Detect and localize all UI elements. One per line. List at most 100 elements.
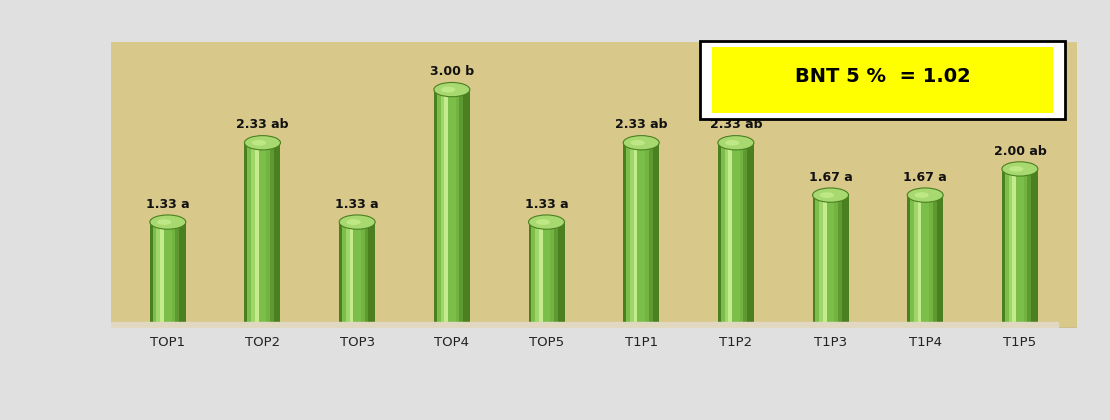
Text: 1.33 a: 1.33 a [525, 198, 568, 211]
Bar [353, 222, 357, 328]
Ellipse shape [820, 192, 834, 198]
Bar [251, 143, 255, 328]
Text: 2.33 ab: 2.33 ab [236, 118, 289, 131]
Bar [736, 143, 739, 328]
Text: 1.33 a: 1.33 a [335, 198, 379, 211]
Bar [653, 143, 656, 328]
Ellipse shape [252, 140, 266, 146]
Bar [244, 143, 248, 328]
Bar [558, 222, 562, 328]
Bar [340, 222, 342, 328]
Bar [111, 322, 1058, 339]
Bar [532, 222, 535, 328]
Bar [1031, 169, 1036, 328]
Bar [168, 222, 172, 328]
Ellipse shape [623, 136, 659, 150]
Bar [1012, 169, 1017, 328]
Ellipse shape [813, 188, 848, 202]
Bar [929, 195, 932, 328]
Bar [278, 143, 281, 328]
Text: 1.67 a: 1.67 a [904, 171, 947, 184]
Bar [623, 143, 626, 328]
Bar [744, 143, 747, 328]
Bar [444, 89, 448, 328]
Ellipse shape [441, 87, 455, 92]
Bar [642, 143, 645, 328]
Bar [463, 89, 467, 328]
Bar [172, 222, 175, 328]
Bar [1023, 169, 1028, 328]
Bar [907, 195, 910, 328]
Bar [718, 143, 720, 328]
Bar [1002, 169, 1005, 328]
Bar [153, 222, 157, 328]
Bar [434, 89, 436, 328]
Bar [1005, 169, 1009, 328]
Ellipse shape [157, 219, 171, 225]
Ellipse shape [528, 215, 565, 229]
Bar [751, 143, 754, 328]
Bar [914, 195, 918, 328]
Bar [739, 143, 744, 328]
Bar [262, 143, 266, 328]
Bar [346, 222, 350, 328]
Text: 1.67 a: 1.67 a [809, 171, 852, 184]
Bar [369, 222, 372, 328]
Bar [441, 89, 444, 328]
Bar [546, 222, 551, 328]
Bar [1016, 169, 1020, 328]
Bar [175, 222, 179, 328]
Bar [1009, 169, 1012, 328]
Bar [255, 143, 259, 328]
Bar [1028, 169, 1031, 328]
Bar [645, 143, 649, 328]
Text: BNT 5 %  = 1.02: BNT 5 % = 1.02 [795, 67, 970, 86]
Text: 1.33 a: 1.33 a [147, 198, 190, 211]
Text: 2.33 ab: 2.33 ab [615, 118, 667, 131]
Bar [539, 222, 543, 328]
Bar [164, 222, 168, 328]
Bar [365, 222, 369, 328]
Bar [157, 222, 160, 328]
Bar [535, 222, 539, 328]
Bar [918, 195, 921, 328]
Bar [733, 143, 736, 328]
Bar [274, 143, 278, 328]
Bar [725, 143, 728, 328]
Bar [1035, 169, 1038, 328]
Bar [562, 222, 565, 328]
Bar [183, 222, 185, 328]
Bar [554, 222, 558, 328]
Bar [543, 222, 546, 328]
Bar [629, 143, 634, 328]
Text: 3.00 b: 3.00 b [430, 65, 474, 78]
Bar [361, 222, 365, 328]
Bar [460, 89, 463, 328]
Ellipse shape [1009, 166, 1023, 172]
Legend: Jumlah cabang pada umur 4 mst: Jumlah cabang pada umur 4 mst [462, 415, 726, 420]
Text: 2.33 ab: 2.33 ab [709, 118, 763, 131]
Bar [926, 195, 929, 328]
Bar [1020, 169, 1023, 328]
Bar [248, 143, 251, 328]
Ellipse shape [536, 219, 551, 225]
Bar [448, 89, 452, 328]
Ellipse shape [915, 192, 929, 198]
Ellipse shape [244, 136, 281, 150]
Bar [270, 143, 274, 328]
FancyBboxPatch shape [700, 41, 1066, 118]
Bar [160, 222, 164, 328]
Bar [747, 143, 751, 328]
Bar [835, 195, 838, 328]
Bar [648, 143, 653, 328]
Bar [350, 222, 353, 328]
Bar [932, 195, 937, 328]
Ellipse shape [346, 219, 361, 225]
Bar [827, 195, 830, 328]
Ellipse shape [1002, 162, 1038, 176]
Bar [637, 143, 642, 328]
Bar [838, 195, 842, 328]
Bar [266, 143, 270, 328]
Bar [830, 195, 835, 328]
Bar [372, 222, 375, 328]
